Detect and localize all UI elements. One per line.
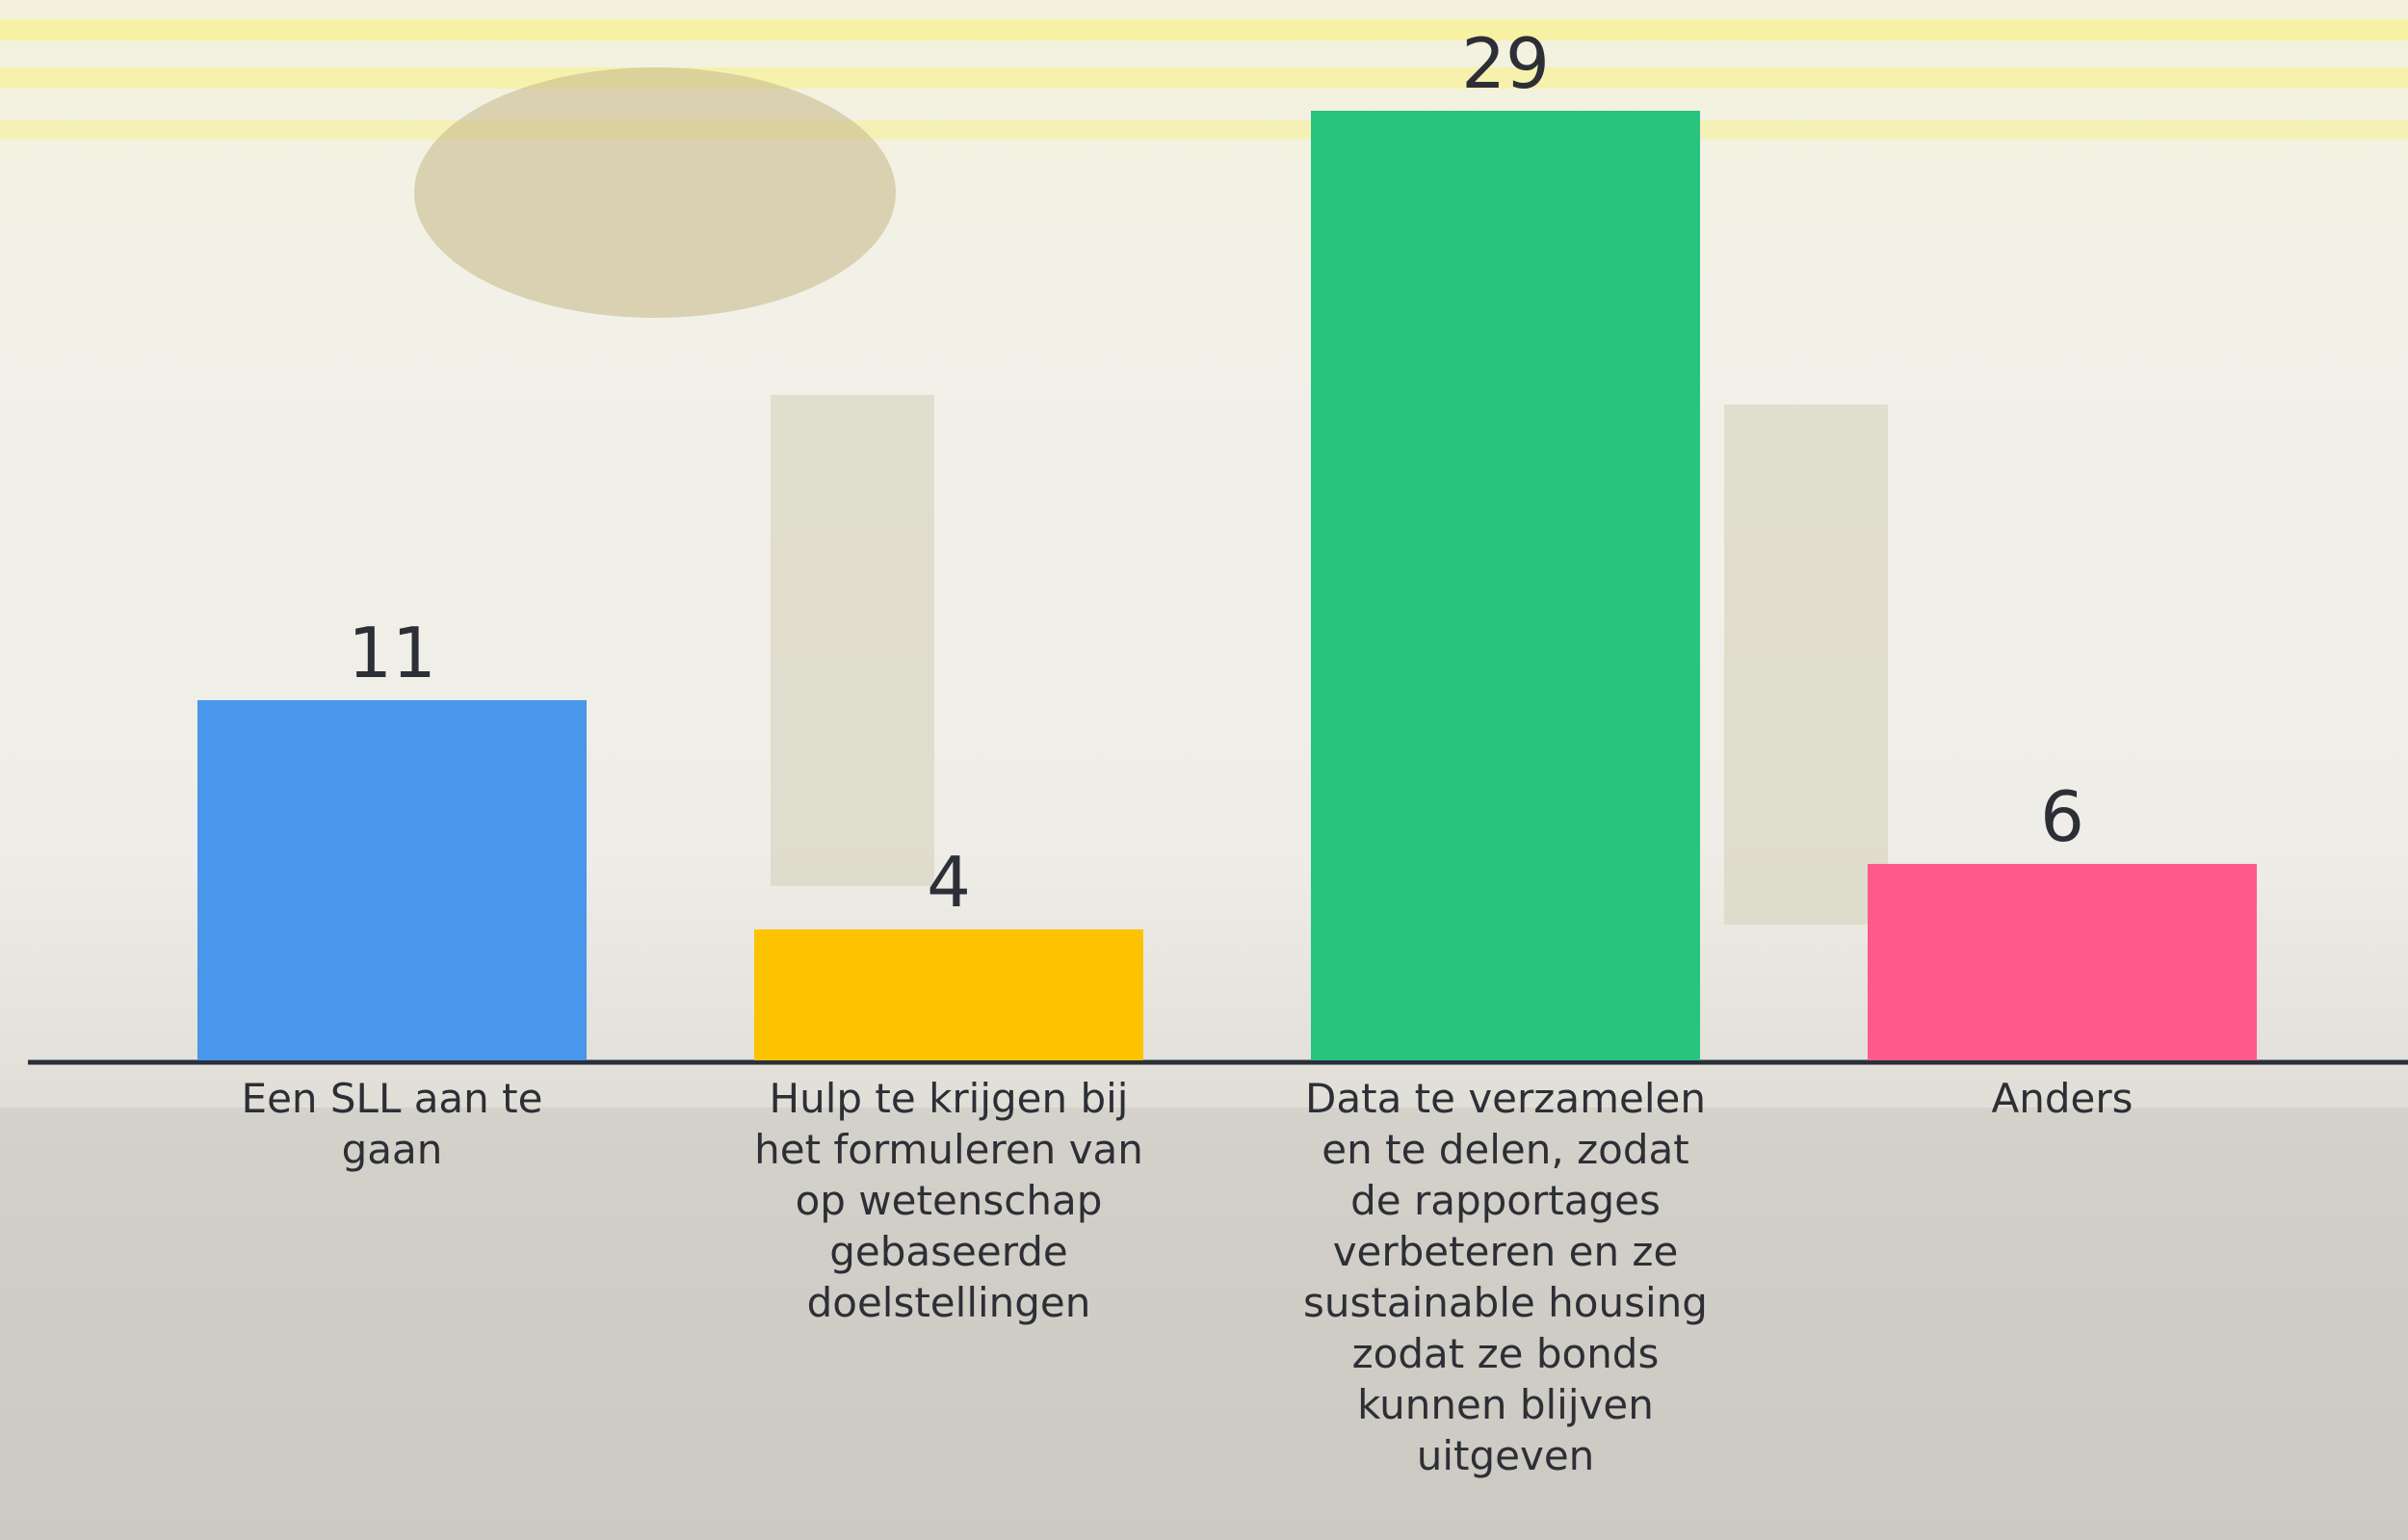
- value-label: 11: [348, 613, 436, 693]
- balloon: [414, 67, 896, 318]
- stage-light: [0, 19, 2408, 40]
- category-label: Anders: [1991, 1075, 2133, 1122]
- value-label: 6: [2040, 776, 2084, 857]
- bar: [197, 700, 587, 1060]
- banner: [771, 395, 934, 886]
- bar: [1868, 864, 2257, 1060]
- category-label: Data te verzamelen en te delen, zodat de…: [1303, 1075, 1708, 1479]
- category-label: Hulp te krijgen bij het formuleren van o…: [754, 1075, 1143, 1326]
- value-label: 4: [927, 842, 971, 923]
- audience: [0, 1108, 2408, 1540]
- bar: [1311, 111, 1700, 1060]
- value-label: 29: [1461, 23, 1550, 104]
- banner: [1724, 405, 1888, 925]
- category-label: Een SLL aan te gaan: [241, 1075, 543, 1173]
- bar: [754, 929, 1143, 1060]
